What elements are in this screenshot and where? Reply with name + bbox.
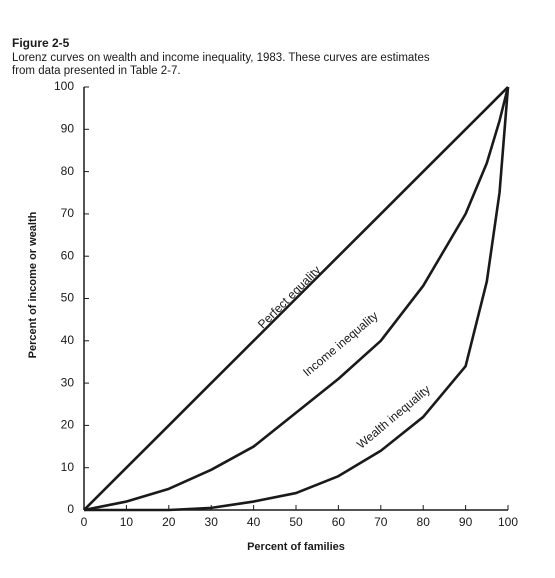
y-tick-label: 10 (61, 460, 75, 474)
y-tick-label: 50 (61, 291, 75, 305)
x-tick-label: 60 (332, 515, 346, 529)
x-tick-label: 90 (459, 515, 473, 529)
chart-title: Figure 2-5 (12, 36, 70, 50)
curve-label: Income inequality (300, 309, 381, 380)
y-tick-label: 60 (61, 248, 75, 262)
x-tick-label: 30 (205, 515, 219, 529)
x-tick-label: 70 (374, 515, 388, 529)
x-tick-label: 40 (247, 515, 261, 529)
y-tick-label: 0 (67, 502, 74, 516)
x-tick-label: 100 (498, 515, 518, 529)
y-tick-label: 30 (61, 375, 75, 389)
chart-subtitle: from data presented in Table 2-7. (12, 65, 181, 77)
curve (84, 86, 510, 512)
y-tick-label: 90 (61, 121, 75, 135)
x-axis-label: Percent of families (247, 541, 345, 553)
y-axis-label: Percent of income or wealth (27, 211, 39, 358)
y-tick-label: 20 (61, 418, 75, 432)
y-tick-label: 40 (61, 333, 75, 347)
y-tick-label: 100 (54, 79, 74, 93)
curve (83, 86, 510, 512)
chart-subtitle: Lorenz curves on wealth and income inequ… (12, 52, 430, 64)
y-tick-label: 80 (61, 164, 75, 178)
x-tick-label: 10 (120, 515, 134, 529)
curve-label: Perfect equality (255, 263, 323, 331)
x-tick-label: 50 (289, 515, 303, 529)
x-tick-label: 20 (162, 515, 176, 529)
x-tick-label: 0 (81, 515, 88, 529)
x-tick-label: 80 (417, 515, 431, 529)
curve (83, 86, 509, 511)
y-tick-label: 70 (61, 206, 75, 220)
